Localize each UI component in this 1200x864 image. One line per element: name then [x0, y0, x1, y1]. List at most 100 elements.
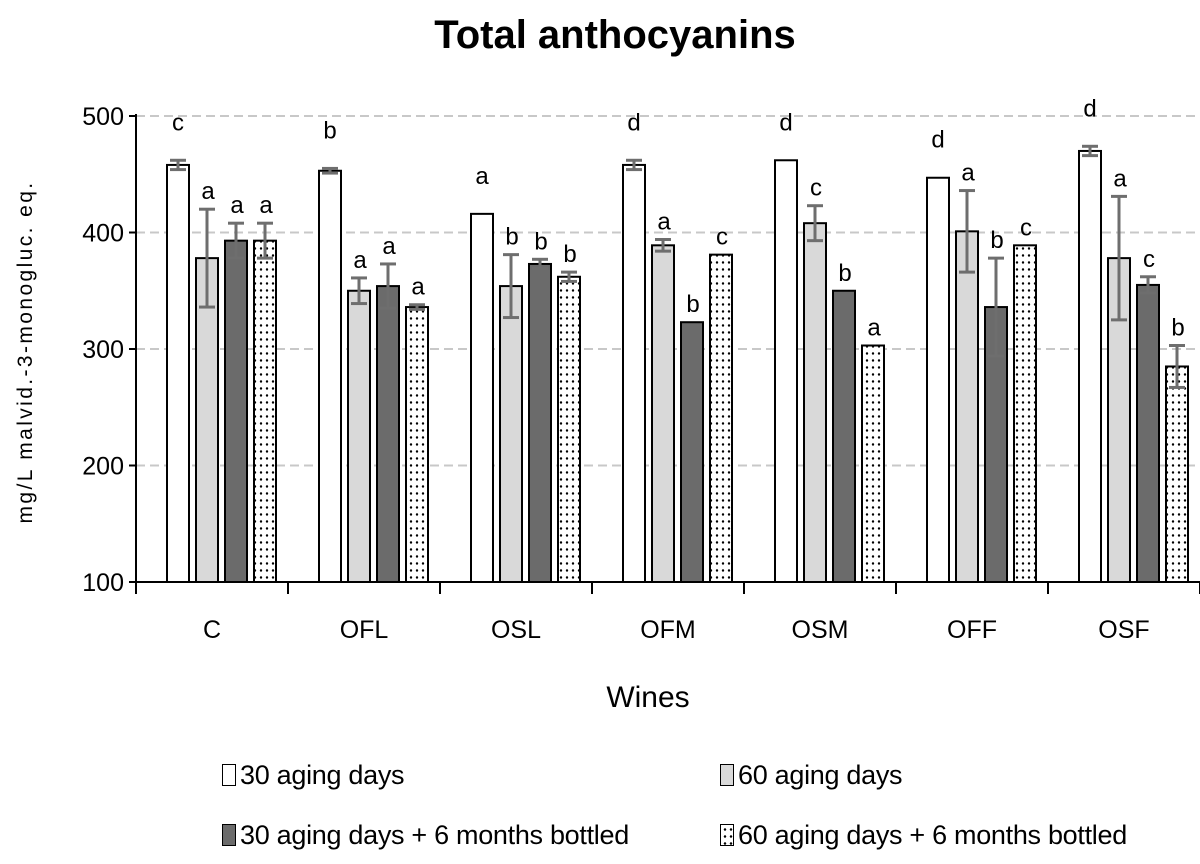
bar [651, 244, 675, 583]
y-tick-label: 300 [82, 336, 124, 364]
bar [347, 289, 371, 583]
bar [318, 169, 342, 583]
bar [557, 275, 581, 583]
y-tick-label: 400 [82, 220, 124, 248]
bar [224, 239, 248, 583]
significance-letter: a [867, 315, 881, 342]
significance-letter: b [990, 227, 1003, 254]
x-tick-label: C [203, 616, 221, 644]
significance-letter: b [563, 241, 576, 268]
y-axis-label: mg/L malvid.-3-monogluc. eq. [14, 180, 37, 523]
significance-letter: b [323, 117, 336, 144]
x-tick-label: OFM [640, 616, 696, 644]
bar [955, 230, 979, 584]
legend-item-60-aging-days-bottled: 60 aging days + 6 months bottled [720, 815, 1127, 855]
bar [803, 222, 827, 583]
significance-letter: b [838, 260, 851, 287]
bar [253, 239, 277, 583]
significance-letter: a [353, 247, 367, 274]
significance-letter: a [259, 192, 273, 219]
bar [832, 289, 856, 583]
bar [1078, 149, 1102, 583]
bar [622, 163, 646, 583]
legend-swatch-light-gray [720, 764, 734, 786]
error-bar [807, 204, 823, 243]
legend-label: 60 aging days [738, 759, 903, 790]
significance-letter: a [475, 163, 489, 190]
significance-letter: a [230, 192, 244, 219]
bar [1136, 283, 1160, 583]
significance-letter: d [931, 127, 944, 154]
legend-item-60-aging-days: 60 aging days [720, 755, 903, 795]
x-tick-label: OSM [792, 616, 849, 644]
y-tick-label: 100 [82, 569, 124, 597]
x-axis-label: Wines [606, 681, 689, 714]
bar [470, 212, 494, 584]
error-bar [561, 270, 577, 283]
legend-swatch-dotted [720, 824, 734, 846]
bar [926, 176, 950, 583]
error-bar [988, 256, 1004, 358]
error-bar [1169, 344, 1185, 389]
x-tick-label: OFF [947, 616, 997, 644]
significance-letter: c [810, 175, 822, 202]
bar [405, 306, 429, 583]
legend-item-30-aging-days: 30 aging days [222, 755, 405, 795]
significance-letter: c [1020, 214, 1032, 241]
legend-label: 30 aging days [240, 759, 405, 790]
chart-title: Total anthocyanins [434, 13, 796, 57]
significance-letter: a [1113, 165, 1127, 192]
bar [861, 344, 885, 583]
error-bar [1140, 275, 1156, 295]
error-bar [1111, 194, 1127, 322]
axes: 100 200 300 400 500 C OFL OSL OFM OSM OFF OSF [82, 103, 1200, 644]
significance-letter: a [961, 160, 975, 187]
significance-letter: a [201, 178, 215, 205]
significance-letter: d [1083, 95, 1096, 122]
error-bar [170, 158, 186, 172]
error-bar [351, 276, 367, 306]
error-bar [1082, 144, 1098, 158]
error-bar [532, 257, 548, 271]
error-bar [503, 253, 519, 320]
bar [1013, 244, 1037, 583]
legend-label: 30 aging days + 6 months bottled [240, 819, 629, 850]
error-bar [655, 237, 671, 253]
x-tick-label: OFL [340, 616, 389, 644]
y-tick-label: 200 [82, 453, 124, 481]
significance-letter: b [534, 228, 547, 255]
error-bar [322, 166, 338, 175]
legend-swatch-white [222, 764, 236, 786]
significance-letter: d [627, 109, 640, 136]
error-bar [380, 262, 396, 310]
x-tick-label: OSL [491, 616, 541, 644]
bar [709, 253, 733, 583]
error-bar [199, 207, 215, 309]
significance-letter: c [716, 224, 728, 251]
significance-letter: b [686, 291, 699, 318]
significance-letter: a [411, 274, 425, 301]
legend-item-30-aging-days-bottled: 30 aging days + 6 months bottled [222, 815, 629, 855]
y-tick-label: 500 [82, 103, 124, 131]
significance-letter: a [382, 233, 396, 260]
bar [499, 285, 523, 583]
significance-letter: b [505, 224, 518, 251]
bar [774, 159, 798, 584]
legend-label: 60 aging days + 6 months bottled [738, 819, 1127, 850]
legend-swatch-dark-gray [222, 824, 236, 846]
error-bar [228, 221, 244, 260]
bar [680, 321, 704, 583]
significance-letter: a [657, 208, 671, 235]
significance-letter: c [172, 109, 184, 136]
significance-letter: c [1143, 246, 1155, 273]
bar [528, 262, 552, 583]
error-bar [257, 221, 273, 260]
significance-letter: b [1171, 315, 1184, 342]
error-bar [409, 303, 425, 311]
error-bar [626, 158, 642, 172]
bar [166, 163, 190, 583]
bar [376, 285, 400, 583]
error-bar [959, 189, 975, 274]
